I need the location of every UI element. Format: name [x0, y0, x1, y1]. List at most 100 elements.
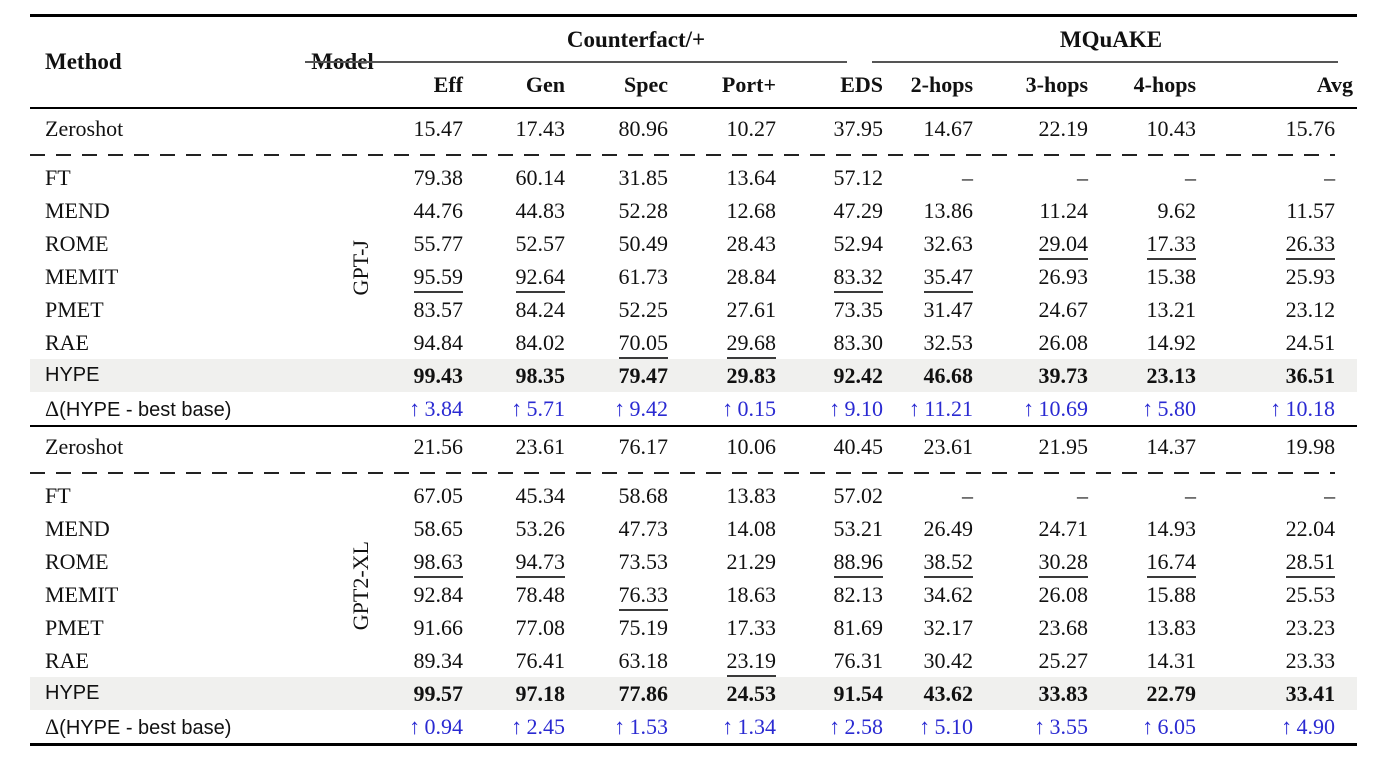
col-header-spec: Spec	[624, 72, 668, 97]
value-cell: 14.67	[923, 116, 974, 141]
second-best-underlined-value: 38.52	[923, 549, 974, 578]
value-cell: 94.84	[413, 329, 464, 355]
value-cell: ↑ 2.45	[511, 713, 565, 739]
value-cell: 14.92	[1146, 329, 1197, 355]
value-cell: 73.53	[618, 548, 669, 574]
value-cell: 52.25	[618, 296, 669, 322]
table-row: RAE 94.84 84.02 70.05 29.68 83.30 32.53 26.08 14…	[30, 326, 1357, 359]
value-cell: 17.33	[1092, 227, 1200, 260]
dashed-rule	[30, 472, 1336, 474]
table-row: RAE 89.34 76.41 63.18 23.19 76.31 30.42 25.27 14…	[30, 644, 1357, 677]
value-cell: 88.96	[780, 545, 887, 578]
delta-label-text: (HYPE - best base)	[59, 398, 232, 421]
value-cell: –	[1324, 482, 1336, 508]
value-cell: 19.98	[1200, 425, 1358, 467]
model-column-cell	[300, 710, 385, 745]
table-row: HYPE 99.57 97.18 77.86 24.53 91.54 43.62 33.83 2…	[30, 677, 1358, 710]
value-cell: 98.63	[385, 545, 467, 578]
value-cell: 26.33	[1200, 227, 1357, 260]
value-cell: 44.83	[515, 197, 566, 223]
table-row: PMET 83.57 84.24 52.25 27.61 73.35 31.47 24.67 1…	[30, 293, 1357, 326]
value-cell: ↑ 9.42	[614, 395, 668, 421]
value-cell: 14.37	[1092, 425, 1201, 467]
second-best-underlined-value: 26.33	[1285, 231, 1336, 260]
value-cell: 11.57	[1286, 197, 1336, 223]
value-cell: ↑ 6.05	[1142, 713, 1197, 739]
second-best-underlined-value: 29.68	[726, 330, 776, 359]
value-cell: 52.57	[515, 230, 566, 256]
value-cell: –	[1185, 482, 1197, 508]
value-cell: 47.73	[618, 515, 669, 541]
table-row: ROME 98.63 94.73 73.53 21.29 88.96 38.52 30.28 1…	[30, 545, 1357, 578]
value-cell: 26.49	[923, 515, 974, 541]
value-cell: 52.28	[618, 197, 669, 223]
value-cell: 30.28	[977, 545, 1092, 578]
col-header-eff: Eff	[433, 72, 463, 97]
value-cell: ↑ 1.53	[614, 713, 668, 739]
value-cell: ↑ 3.55	[1034, 713, 1089, 739]
model-column-cell	[300, 326, 385, 359]
value-cell: 92.84	[413, 581, 464, 607]
model-column-cell	[300, 359, 385, 392]
value-cell: ↑ 11.21	[908, 395, 974, 421]
value-cell: 47.29	[833, 197, 884, 223]
value-cell: 76.31	[833, 647, 884, 673]
value-cell: 24.71	[1038, 515, 1089, 541]
value-cell: 32.53	[923, 329, 974, 355]
delta-symbol: Δ	[45, 395, 60, 421]
value-cell: 29.68	[672, 326, 780, 359]
group-label-mquake: MQuAKE	[1059, 27, 1163, 52]
group-label-counterfact: Counterfact/+	[566, 27, 706, 52]
value-cell: 21.29	[726, 548, 777, 574]
value-cell: ↑ 1.34	[722, 713, 776, 739]
method-label: RAE	[45, 329, 89, 355]
value-cell: 78.48	[515, 581, 566, 607]
value-cell: 39.73	[1038, 362, 1089, 388]
value-cell: 23.61	[467, 425, 569, 467]
value-cell: 32.63	[923, 230, 974, 256]
second-best-underlined-value: 29.04	[1038, 231, 1089, 260]
method-label: PMET	[45, 296, 104, 322]
table-row: Δ(HYPE - best base) ↑ 3.84 ↑ 5.71 ↑ 9.42 ↑ 0…	[30, 392, 1357, 426]
table-row: Zeroshot 15.47 17.43 80.96 10.27 37.95 14.67 22…	[30, 108, 1357, 149]
second-best-underlined-value: 94.73	[515, 549, 565, 578]
value-cell: 45.34	[515, 482, 566, 508]
value-cell: 97.18	[515, 680, 566, 706]
results-table: Method Model Counterfact/+ MQuAKE Eff Gen…	[30, 14, 1358, 746]
col-header-method: Method	[45, 49, 122, 74]
col-header-4-hops: 4-hops	[1133, 72, 1197, 97]
value-cell: 13.21	[1146, 296, 1197, 322]
method-label: PMET	[45, 614, 104, 640]
value-cell: 76.17	[569, 425, 672, 467]
value-cell: 91.66	[413, 614, 464, 640]
value-cell: 28.43	[726, 230, 777, 256]
table-row: MEND 44.76 44.83 52.28 12.68 47.29 13.86 11.24 9…	[30, 194, 1357, 227]
value-cell: 43.62	[923, 680, 974, 706]
value-cell: 17.33	[726, 614, 777, 640]
value-cell: 57.12	[833, 164, 884, 190]
value-cell: 22.19	[1038, 116, 1089, 141]
method-label: FT	[45, 164, 71, 190]
value-cell: 25.27	[1038, 647, 1089, 673]
value-cell: 70.05	[569, 326, 672, 359]
value-cell: 15.88	[1146, 581, 1197, 607]
col-header-2-hops: 2-hops	[910, 72, 974, 97]
second-best-underlined-value: 76.33	[618, 582, 668, 611]
value-cell: 23.23	[1285, 614, 1336, 640]
value-cell: 21.95	[977, 425, 1093, 467]
benchmark-table: Method Model Counterfact/+ MQuAKE Eff Gen…	[30, 14, 1358, 746]
value-cell: –	[1077, 164, 1089, 190]
value-cell: 46.68	[923, 362, 974, 388]
model-label-gpt2-xl: GPT2-XL	[348, 540, 373, 630]
value-cell: 33.83	[1038, 680, 1089, 706]
value-cell: 13.83	[1146, 614, 1197, 640]
value-cell: 76.33	[569, 578, 672, 611]
method-label: HYPE	[45, 682, 100, 704]
value-cell: 83.32	[780, 260, 887, 293]
second-best-underlined-value: 30.28	[1038, 549, 1089, 578]
method-label: MEMIT	[45, 581, 119, 607]
value-cell: ↑ 5.80	[1142, 395, 1197, 421]
value-cell: 31.85	[618, 164, 669, 190]
delta-label-text: (HYPE - best base)	[59, 716, 232, 739]
value-cell: 58.65	[413, 515, 464, 541]
